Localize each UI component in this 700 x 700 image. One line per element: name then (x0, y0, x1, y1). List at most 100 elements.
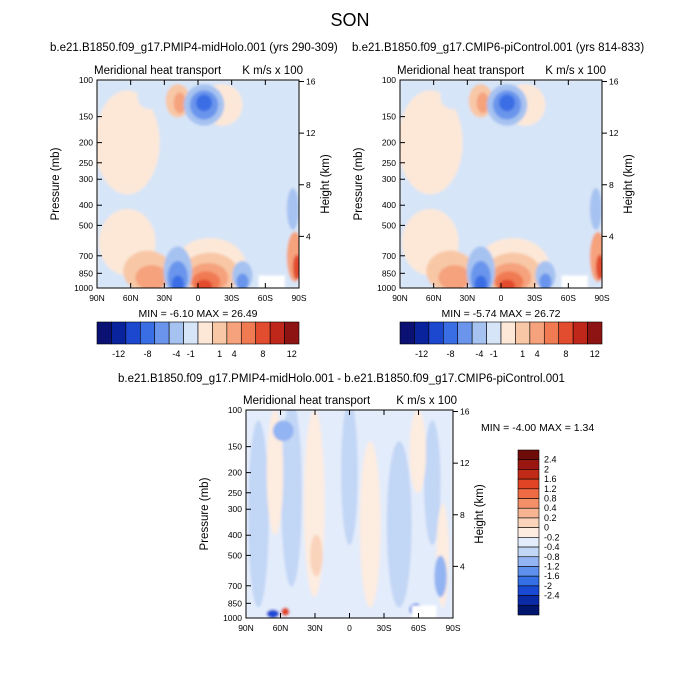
colorbar-label: -12 (415, 349, 428, 359)
colorbar-swatch (517, 488, 540, 499)
colorbar-swatch (517, 498, 540, 509)
contour-pos-band-0 (266, 410, 284, 535)
x-tick-label: 60N (273, 623, 289, 633)
contour-low-neg-e (236, 273, 249, 288)
x-tick-label: 90S (445, 623, 460, 633)
figure-title: SON (330, 10, 370, 30)
contour-polar-b (292, 254, 299, 280)
contour-upper-neg-a (440, 84, 465, 110)
contour-upper-pos-d (476, 92, 489, 114)
y-tick-label: 700 (79, 251, 93, 261)
y-tick-label: 250 (228, 488, 242, 498)
right-panel-subtitle: b.e21.B1850.f09_g17.CMIP6-piControl.001 … (352, 42, 645, 54)
colorbar-swatch (414, 321, 430, 345)
panel-difference: Meridional heat transport K m/s x 100 90N 6… (199, 395, 594, 633)
contour-neg-core-b (266, 609, 280, 618)
contour-pos-core-a (310, 534, 323, 577)
contour-low-pos-c (135, 265, 168, 288)
contour-upper-neg-a (137, 84, 162, 110)
colorbar-swatch (517, 459, 540, 470)
colorbar-label: 4 (535, 349, 540, 359)
diff-panel-subtitle: b.e21.B1850.f09_g17.PMIP4-midHolo.001 - … (118, 373, 565, 385)
missing-data-patch (561, 275, 588, 288)
y-right-axis-label: Height (km) (474, 484, 486, 544)
contour-polar-c (589, 188, 602, 230)
colorbar-label: -12 (112, 349, 125, 359)
y-tick-label: 150 (79, 112, 93, 122)
colorbar-swatch (96, 321, 112, 345)
y-tick-label: 100 (382, 75, 396, 85)
colorbar-label: -0.2 (544, 532, 560, 542)
y-tick-label: 250 (382, 158, 396, 168)
colorbar-label: 1 (520, 349, 525, 359)
x-tick-label: 60S (258, 293, 273, 303)
colorbar-swatch (517, 517, 540, 528)
colorbar-label: -0.4 (544, 542, 560, 552)
panel-title: Meridional heat transport (243, 395, 371, 407)
x-tick-label: 90S (291, 293, 306, 303)
colorbar-label: -1.2 (544, 561, 560, 571)
colorbar-swatch (517, 546, 540, 558)
y-tick-label: 850 (228, 598, 242, 608)
min-max-label: MIN = -5.74 MAX = 26.72 (441, 308, 560, 320)
y-tick-label: 500 (79, 220, 93, 230)
colorbar-swatch (500, 321, 516, 345)
y-axis-label: Pressure (mb) (50, 147, 62, 220)
y-tick-label: 400 (382, 200, 396, 210)
y-tick-label: 500 (382, 220, 396, 230)
y-right-tick-label: 12 (306, 128, 316, 138)
min-max-label: MIN = -6.10 MAX = 26.49 (138, 308, 257, 320)
colorbar-swatch (517, 575, 540, 587)
colorbar-label: 4 (232, 349, 237, 359)
y-tick-label: 200 (228, 468, 242, 478)
y-tick-label: 500 (228, 550, 242, 560)
panel-title: Meridional heat transport (397, 65, 525, 77)
contour-neg-band-2 (341, 410, 358, 546)
x-tick-label: 30N (307, 623, 323, 633)
colorbar-label: -8 (143, 349, 151, 359)
y-right-tick-label: 16 (609, 77, 619, 87)
contour-low-pos-c (438, 265, 471, 288)
colorbar-swatch (529, 321, 545, 345)
contour-neg-band-4 (424, 420, 441, 546)
y-right-tick-label: 12 (460, 458, 470, 468)
y-tick-label: 200 (79, 138, 93, 148)
colorbar-swatch (125, 321, 141, 345)
colorbar-swatch (183, 321, 199, 345)
colorbar-swatch (543, 321, 560, 345)
colorbar-swatch (197, 321, 213, 345)
colorbar-swatch (111, 321, 127, 345)
colorbar-swatch (517, 537, 540, 548)
x-tick-label: 90N (89, 293, 105, 303)
colorbar-label: 0.8 (544, 494, 557, 504)
contour-upper-pos-a (400, 90, 463, 195)
missing-data-patch (258, 275, 285, 288)
y-right-tick-label: 4 (609, 231, 614, 241)
colorbar-label: -0.8 (544, 552, 560, 562)
colorbar-swatch (442, 321, 459, 345)
x-tick-label: 30N (460, 293, 476, 303)
colorbar-swatch (517, 556, 540, 567)
colorbar-swatch (240, 321, 257, 345)
x-tick-label: 60N (123, 293, 139, 303)
x-tick-label: 90S (594, 293, 609, 303)
contour-low-pos-h (498, 279, 516, 288)
panel-units: K m/s x 100 (396, 395, 457, 407)
y-right-tick-label: 8 (460, 510, 465, 520)
x-tick-label: 0 (347, 623, 352, 633)
y-tick-label: 300 (228, 504, 242, 514)
contour-neg-core-d (434, 555, 447, 598)
colorbar-label: -2 (544, 581, 552, 591)
contour-upper-pos-a (97, 90, 160, 195)
contour-low-pos-h (195, 279, 213, 288)
colorbar-swatch (517, 507, 540, 519)
colorbar-swatch (517, 585, 540, 596)
contour-neg-core-a (272, 420, 294, 442)
colorbar-swatch (486, 321, 502, 345)
colorbar-label: 2 (544, 464, 549, 474)
y-tick-label: 100 (79, 75, 93, 85)
x-tick-label: 0 (499, 293, 504, 303)
x-tick-label: 60N (426, 293, 442, 303)
colorbar-label: 0.2 (544, 513, 557, 523)
y-tick-label: 700 (228, 581, 242, 591)
